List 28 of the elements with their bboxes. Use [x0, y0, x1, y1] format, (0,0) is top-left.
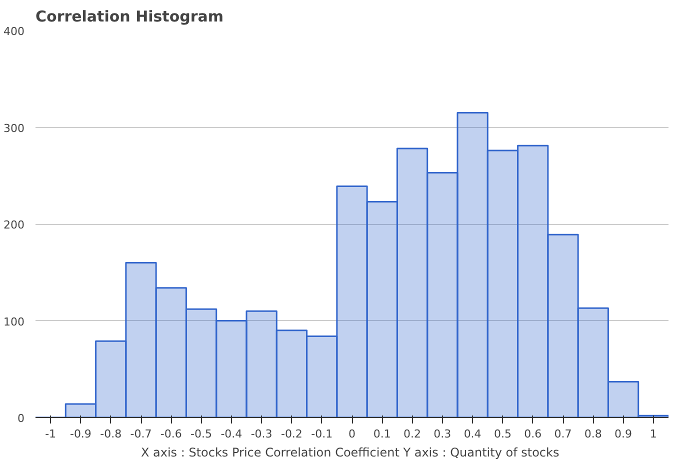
- x-tick-label: 0.4: [464, 428, 482, 440]
- x-tick-label: 0.7: [554, 428, 572, 440]
- x-tick-label: -1: [45, 428, 56, 440]
- x-tick-label: -0.9: [70, 428, 92, 440]
- x-tick-label: 0.6: [524, 428, 542, 440]
- y-tick-label: 100: [4, 315, 25, 328]
- y-tick-label: 200: [4, 218, 25, 232]
- x-tick-label: -0.3: [250, 428, 272, 440]
- x-tick-label: 0.2: [404, 428, 422, 440]
- x-tick-label: 0.8: [584, 428, 602, 440]
- y-tick-label: 0: [18, 412, 24, 425]
- x-tick-label: 1: [650, 428, 657, 440]
- x-tick-label: 0.5: [494, 428, 512, 440]
- x-tick-label: -0.4: [220, 428, 242, 440]
- x-tick-label: -0.1: [311, 428, 333, 440]
- x-tick-label: -0.6: [160, 428, 182, 440]
- y-tick-label: 300: [4, 122, 25, 135]
- x-tick-label: -0.8: [100, 428, 122, 440]
- y-tick-label: 400: [4, 25, 25, 38]
- x-tick-label: 0.9: [614, 428, 632, 440]
- x-tick-label: -0.2: [280, 428, 302, 440]
- x-tick-label: -0.5: [190, 428, 212, 440]
- x-tick-label: 0: [348, 428, 356, 440]
- x-axis-title: X axis : Stocks Price Correlation Coefficient Y axis : Quantity of stocks: [140, 446, 560, 460]
- x-tick-label: 0.3: [434, 428, 452, 440]
- chart-title: Correlation Histogram: [36, 8, 224, 26]
- x-tick-label: -0.7: [130, 428, 152, 440]
- x-tick-label: 0.1: [373, 428, 391, 440]
